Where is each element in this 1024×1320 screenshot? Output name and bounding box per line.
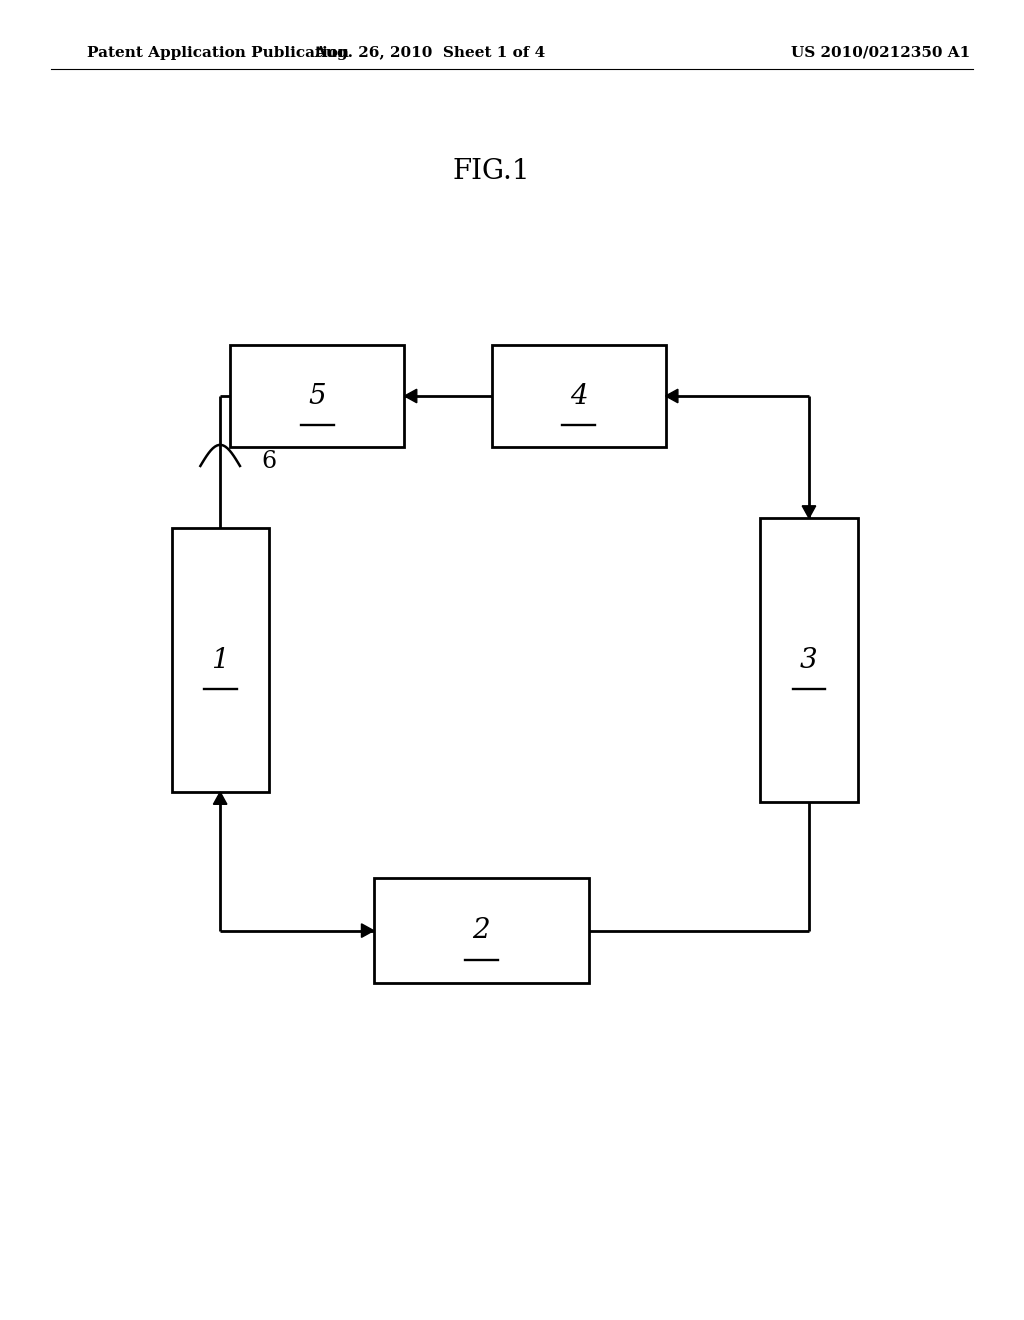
Text: US 2010/0212350 A1: US 2010/0212350 A1 — [791, 46, 971, 59]
Polygon shape — [404, 389, 417, 403]
Polygon shape — [666, 389, 678, 403]
Text: 5: 5 — [308, 383, 327, 409]
Bar — [760, 517, 858, 801]
Text: Patent Application Publication: Patent Application Publication — [87, 46, 349, 59]
Bar — [230, 345, 404, 447]
Bar — [492, 345, 666, 447]
Text: 4: 4 — [569, 383, 588, 409]
Polygon shape — [361, 924, 374, 937]
Bar — [374, 878, 589, 983]
Bar — [171, 528, 268, 792]
Polygon shape — [213, 792, 227, 804]
Polygon shape — [802, 506, 816, 517]
Text: 6: 6 — [261, 450, 276, 474]
Text: 3: 3 — [800, 647, 818, 673]
Text: FIG.1: FIG.1 — [453, 158, 530, 185]
Text: 1: 1 — [211, 647, 229, 673]
Text: Aug. 26, 2010  Sheet 1 of 4: Aug. 26, 2010 Sheet 1 of 4 — [314, 46, 546, 59]
Text: 2: 2 — [472, 917, 490, 944]
